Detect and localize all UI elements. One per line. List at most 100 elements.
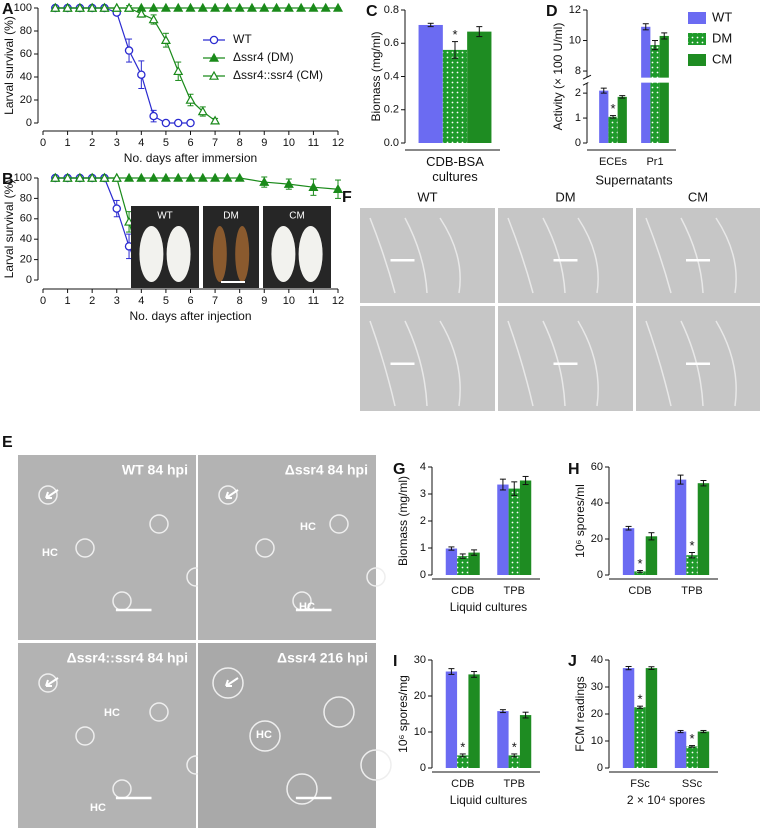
x-tick-label: 7 <box>212 295 218 307</box>
error-bar <box>661 32 668 40</box>
point <box>149 111 158 121</box>
break-gap <box>588 77 676 83</box>
point <box>308 181 319 191</box>
bar <box>645 668 658 768</box>
point <box>197 2 208 12</box>
y-tick-label: 10 <box>591 735 603 747</box>
y-axis-label: Larval survival (%) <box>2 180 16 279</box>
error-bar <box>471 549 478 556</box>
cell <box>38 485 58 505</box>
bar <box>659 35 669 143</box>
error-bar <box>610 115 616 119</box>
hypha <box>577 320 599 407</box>
cell <box>360 749 392 781</box>
y-tick-label: 40 <box>20 71 32 83</box>
micrograph <box>18 643 196 828</box>
error-bar <box>689 745 695 748</box>
y-axis-label: Larval survival (%) <box>2 16 16 115</box>
y-tick-label: 30 <box>414 654 426 666</box>
y-tick-label: 4 <box>420 461 426 473</box>
y-tick-label: 20 <box>591 708 603 720</box>
bar <box>686 555 698 575</box>
bar <box>599 90 609 143</box>
larva <box>235 226 250 282</box>
y-tick-label: 3 <box>420 488 426 500</box>
bar <box>497 484 509 575</box>
panel-letter: G <box>393 461 405 478</box>
x-axis-label: Supernatants <box>595 172 673 187</box>
point <box>246 2 257 12</box>
error-bar <box>625 665 632 671</box>
panel-letter: H <box>568 461 580 478</box>
point <box>148 14 159 24</box>
x-tick-label: 1 <box>65 295 71 307</box>
bar <box>519 480 532 575</box>
bar <box>622 668 635 768</box>
cell <box>149 702 169 722</box>
x-axis-label: CDB-BSA cultures <box>426 154 484 184</box>
error-bar <box>511 481 518 496</box>
y-tick-label: 40 <box>591 497 603 509</box>
point <box>137 70 146 79</box>
point <box>197 172 208 182</box>
error-bar <box>625 525 632 531</box>
larva <box>298 226 323 282</box>
hypha <box>645 217 672 294</box>
x-tick-label: 6 <box>187 295 193 307</box>
significance-mark: * <box>637 692 642 707</box>
error-bar <box>459 753 466 758</box>
y-tick-label: 0 <box>597 569 603 581</box>
point <box>308 2 319 12</box>
x-tick-label: 10 <box>283 295 295 307</box>
y-tick-label: 0.0 <box>384 137 399 149</box>
micrograph <box>198 643 376 828</box>
point <box>185 2 196 12</box>
y-tick-label: 20 <box>591 533 603 545</box>
x-tick-label: 9 <box>261 295 267 307</box>
hypha <box>439 320 461 407</box>
y-axis-label: Biomass (mg/ml) <box>369 31 383 121</box>
hc-label: HC <box>104 707 120 719</box>
x-tick-label: 11 <box>308 137 319 149</box>
cell <box>149 514 169 534</box>
series-line <box>55 177 339 190</box>
point <box>210 2 221 12</box>
point <box>259 176 270 186</box>
legend-label: DM <box>712 30 732 45</box>
point <box>160 34 171 45</box>
hypha <box>507 320 534 407</box>
tile-label: Δssr4 216 hpi <box>277 650 368 666</box>
y-tick-label: 0 <box>597 762 603 774</box>
point <box>259 2 270 12</box>
legend-label: WT <box>233 32 252 46</box>
cell <box>329 514 349 534</box>
y-axis-label: 10⁶ spores/ml <box>573 484 587 558</box>
point <box>222 172 233 182</box>
bar <box>697 483 710 575</box>
x-tick-label: 7 <box>212 137 218 149</box>
y-tick-label: 2 <box>420 515 426 527</box>
x-tick-label: 1 <box>65 137 71 149</box>
point <box>111 2 122 12</box>
legend-swatch <box>688 33 706 45</box>
error-bar <box>637 705 643 709</box>
hypha <box>577 217 599 294</box>
error-bar <box>700 480 707 487</box>
bar <box>686 746 698 768</box>
bar <box>468 674 480 768</box>
error-bar <box>476 26 483 38</box>
y-tick-label: 60 <box>20 213 32 225</box>
y-tick-label: 10 <box>569 34 581 46</box>
point <box>87 2 98 12</box>
error-bar <box>619 95 626 99</box>
y-tick-label: 0.6 <box>384 37 399 49</box>
legend-label: Δssr4::ssr4 (CM) <box>233 68 323 82</box>
series-line <box>55 7 191 124</box>
cell <box>212 667 244 699</box>
x-tick-label: CDB <box>628 585 651 597</box>
legend-label: Δssr4 (DM) <box>233 50 294 64</box>
cell <box>366 567 386 587</box>
error-bar <box>511 753 518 758</box>
y-tick-label: 2 <box>575 87 581 99</box>
point <box>234 2 245 12</box>
